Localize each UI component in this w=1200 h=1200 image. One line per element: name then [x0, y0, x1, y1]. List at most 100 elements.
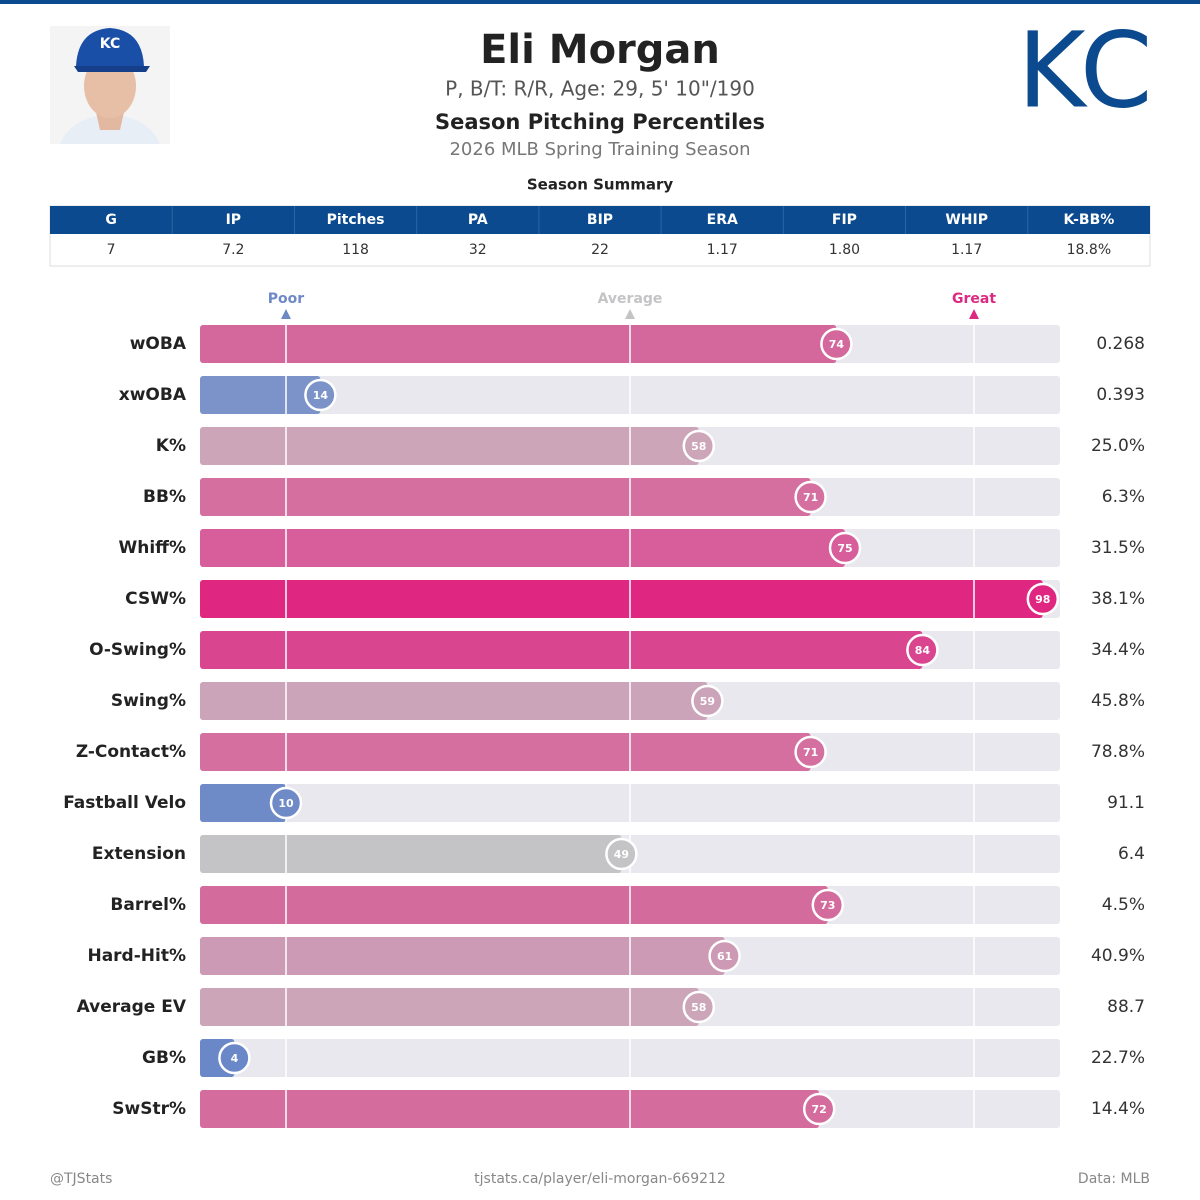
row-label: CSW% — [125, 589, 186, 609]
row-label: BB% — [143, 487, 186, 507]
table-cell: 7.2 — [222, 242, 244, 258]
table-header-cell: ERA — [707, 212, 738, 228]
bar — [200, 580, 1043, 618]
percentile-dot — [269, 786, 303, 820]
x-tick-label: Great — [952, 291, 996, 307]
percentile-dot — [906, 633, 939, 667]
row-label: Average EV — [77, 997, 187, 1017]
stat-value: 14.4% — [1091, 1099, 1145, 1119]
percentile-dot — [682, 429, 716, 463]
table-cell: 32 — [469, 242, 487, 258]
table-header-cell: FIP — [832, 212, 857, 228]
table-header-cell: G — [105, 212, 117, 228]
percentile-dot — [1026, 582, 1060, 616]
stat-value: 78.8% — [1091, 742, 1145, 762]
percentile-dot — [811, 888, 845, 922]
row-label: Whiff% — [119, 538, 187, 558]
row-label: Extension — [92, 844, 186, 864]
stat-value: 25.0% — [1091, 436, 1145, 456]
player-name: Eli Morgan — [480, 27, 720, 73]
bar — [200, 427, 699, 465]
stat-value: 0.268 — [1096, 334, 1145, 354]
bar — [200, 886, 828, 924]
percentile-label: 58 — [691, 1001, 706, 1014]
row-label: Fastball Velo — [63, 793, 186, 813]
row-label: K% — [156, 436, 186, 456]
percentile-dot — [820, 327, 853, 361]
percentile-dot — [605, 837, 638, 871]
bar — [200, 529, 845, 567]
x-tick-label: Average — [598, 291, 663, 307]
percentile-label: 71 — [803, 491, 818, 504]
percentile-dot — [708, 939, 741, 973]
percentile-dot — [304, 378, 337, 412]
row-label: O-Swing% — [89, 640, 186, 660]
percentile-label: 10 — [278, 797, 294, 810]
table-title: Season Summary — [527, 176, 673, 194]
percentile-label: 74 — [829, 338, 845, 351]
stat-value: 4.5% — [1102, 895, 1145, 915]
table-cell: 18.8% — [1067, 242, 1111, 258]
stat-value: 0.393 — [1096, 385, 1145, 405]
row-label: Swing% — [111, 691, 186, 711]
table-header-cell: WHIP — [945, 212, 988, 228]
table-header-cell: IP — [226, 212, 241, 228]
row-label: Hard-Hit% — [87, 946, 186, 966]
svg-text:KC: KC — [100, 36, 121, 52]
team-logo: KC — [1017, 9, 1152, 131]
bar — [200, 835, 622, 873]
player-bio: P, B/T: R/R, Age: 29, 5' 10"/190 — [445, 77, 755, 101]
percentile-dot — [218, 1041, 251, 1075]
footer-center: tjstats.ca/player/eli-morgan-669212 — [474, 1171, 726, 1187]
table-header-cell: BIP — [587, 212, 613, 228]
table-header — [50, 206, 1150, 234]
stat-value: 88.7 — [1107, 997, 1145, 1017]
table-cell: 22 — [591, 242, 609, 258]
row-label: GB% — [142, 1048, 186, 1068]
percentile-dot — [682, 990, 716, 1024]
stat-value: 22.7% — [1091, 1048, 1145, 1068]
table-cell: 1.17 — [951, 242, 982, 258]
bar — [200, 988, 699, 1026]
row-label: SwStr% — [112, 1099, 186, 1119]
player-photo: KC — [50, 26, 170, 144]
bar — [200, 733, 811, 771]
percentile-label: 59 — [700, 695, 715, 708]
stat-value: 91.1 — [1107, 793, 1145, 813]
bar — [200, 478, 811, 516]
bar — [200, 631, 923, 669]
chart-title: Season Pitching Percentiles — [435, 110, 765, 134]
bar — [200, 682, 708, 720]
percentile-label: 71 — [803, 746, 818, 759]
stat-value: 6.4 — [1118, 844, 1145, 864]
table-cell: 1.80 — [829, 242, 860, 258]
x-tick-label: Poor — [268, 291, 304, 307]
row-label: Barrel% — [110, 895, 186, 915]
footer-left: @TJStats — [50, 1171, 112, 1187]
percentile-dot — [794, 735, 827, 769]
percentile-label: 61 — [717, 950, 732, 963]
percentile-dot — [691, 684, 724, 718]
percentile-label: 14 — [313, 389, 329, 402]
stat-value: 6.3% — [1102, 487, 1145, 507]
table-header-cell: PA — [468, 212, 488, 228]
row-label: xwOBA — [119, 385, 187, 405]
bar — [200, 376, 321, 414]
percentile-dot — [802, 1092, 836, 1126]
row-label: wOBA — [130, 334, 187, 354]
bar — [200, 325, 837, 363]
stat-value: 38.1% — [1091, 589, 1145, 609]
table-cell: 1.17 — [707, 242, 738, 258]
bar — [200, 784, 286, 822]
chart-subtitle: 2026 MLB Spring Training Season — [449, 139, 750, 160]
bar — [200, 1090, 820, 1128]
percentile-dot — [794, 480, 827, 514]
percentile-label: 4 — [231, 1052, 239, 1065]
tick-marker — [625, 309, 635, 319]
footer-right: Data: MLB — [1078, 1171, 1150, 1187]
percentile-label: 73 — [820, 899, 835, 912]
table-header-cell: Pitches — [327, 212, 385, 228]
stat-value: 31.5% — [1091, 538, 1145, 558]
